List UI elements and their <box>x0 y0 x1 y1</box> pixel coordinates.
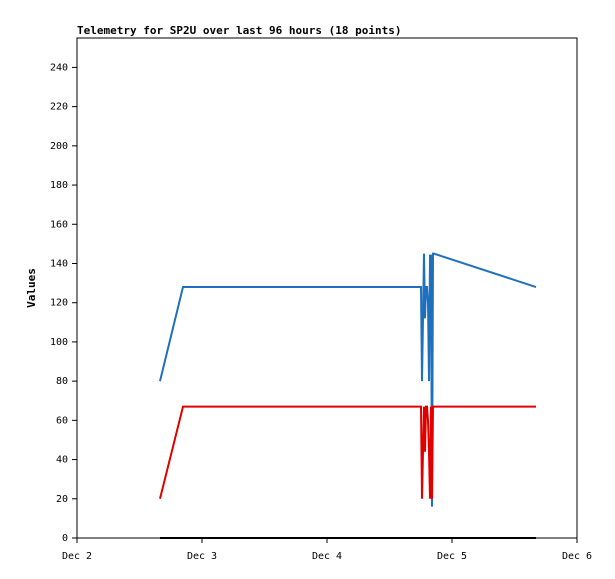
y-tick-label: 60 <box>56 415 68 426</box>
y-tick-label: 200 <box>50 141 68 152</box>
series-line <box>159 405 536 500</box>
y-tick-label: 80 <box>56 376 68 387</box>
y-tick-label: 140 <box>50 258 68 269</box>
y-tick-label: 100 <box>50 337 68 348</box>
x-tick-label: Dec 2 <box>62 551 92 562</box>
x-tick-label: Dec 3 <box>187 551 217 562</box>
y-tick-label: 20 <box>56 494 68 505</box>
y-tick-label: 240 <box>50 62 68 73</box>
y-tick-label: 220 <box>50 102 68 113</box>
y-tick-label: 160 <box>50 219 68 230</box>
x-tick-label: Dec 5 <box>437 551 467 562</box>
y-tick-label: 0 <box>62 533 68 544</box>
y-tick-label: 120 <box>50 298 68 309</box>
y-tick-label: 40 <box>56 455 68 466</box>
y-axis-label: Values <box>25 268 38 308</box>
x-tick-label: Dec 4 <box>312 551 342 562</box>
chart-title: Telemetry for SP2U over last 96 hours (1… <box>77 24 402 37</box>
x-tick-label: Dec 6 <box>562 551 592 562</box>
y-tick-label: 180 <box>50 180 68 191</box>
